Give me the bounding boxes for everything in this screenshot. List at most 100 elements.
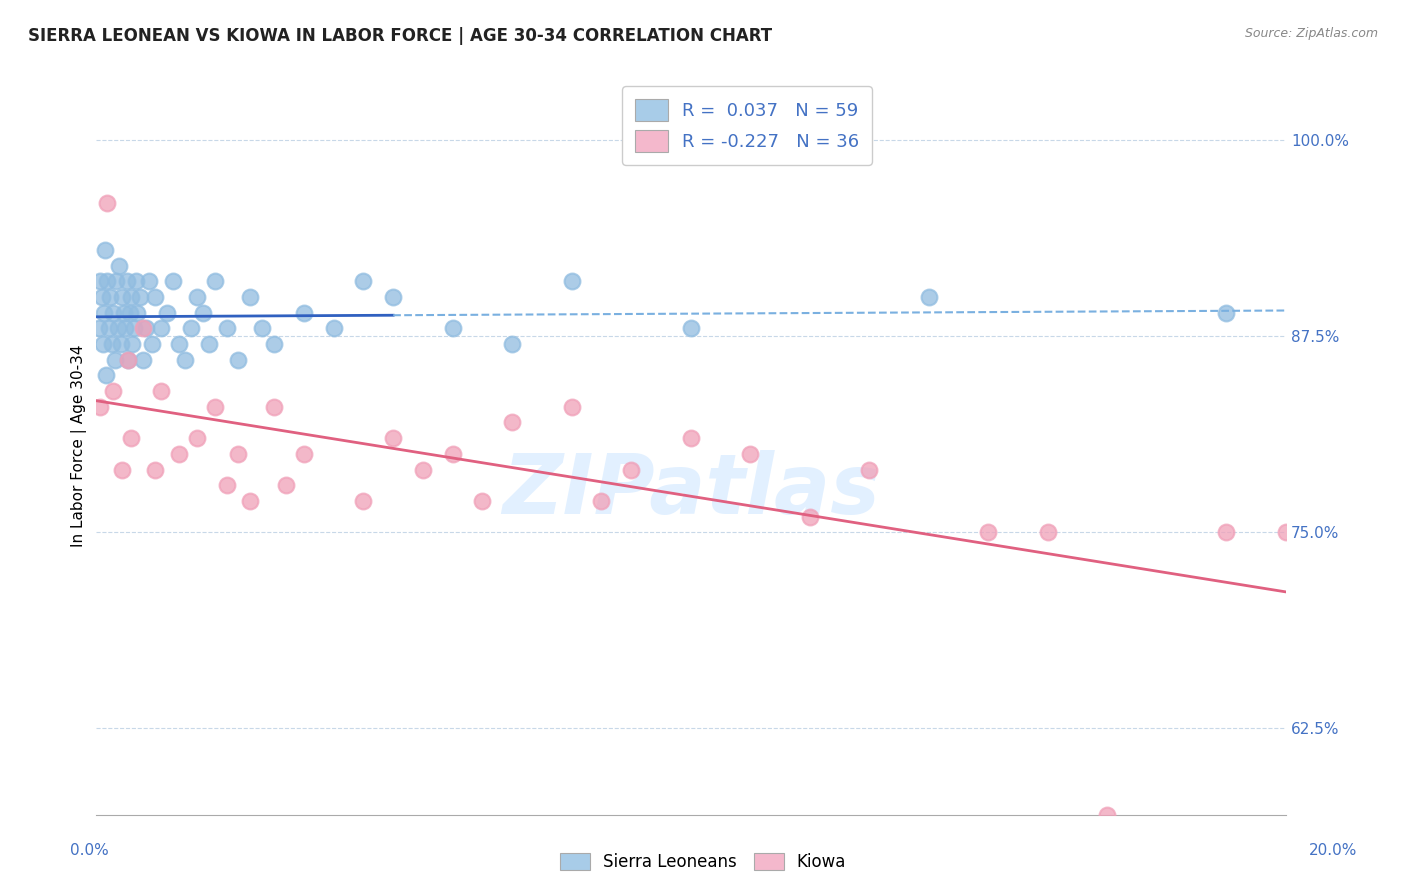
Point (322, 321, 344, 335)
Point (263, 337, 285, 351)
Point (132, 321, 155, 335)
Point (186, 290, 208, 304)
Point (129, 290, 152, 304)
Point (96, 368, 118, 383)
Point (93, 306, 115, 320)
Point (679, 431, 702, 445)
Point (141, 337, 163, 351)
Point (561, 274, 583, 288)
Point (105, 274, 128, 288)
Text: ZIPatlas: ZIPatlas (502, 450, 880, 531)
Point (89, 274, 111, 288)
Point (108, 259, 131, 273)
Point (143, 462, 166, 476)
Point (127, 306, 149, 320)
Point (228, 447, 250, 461)
Point (412, 462, 434, 476)
Point (180, 321, 202, 335)
Point (191, 306, 214, 320)
Point (1036, 525, 1059, 540)
Point (352, 494, 374, 508)
Point (799, 509, 821, 524)
Point (471, 494, 494, 508)
Point (156, 306, 179, 320)
Point (858, 462, 880, 476)
Point (239, 494, 262, 508)
Point (167, 337, 190, 351)
Point (215, 478, 238, 492)
Point (96, 195, 118, 210)
Point (186, 431, 208, 445)
Point (263, 400, 285, 414)
Point (122, 321, 145, 335)
Legend: Sierra Leoneans, Kiowa: Sierra Leoneans, Kiowa (551, 845, 855, 880)
Point (204, 400, 226, 414)
Y-axis label: In Labor Force | Age 30-34: In Labor Force | Age 30-34 (72, 344, 87, 548)
Point (173, 352, 195, 367)
Point (96, 274, 118, 288)
Point (117, 352, 139, 367)
Point (1275, 525, 1298, 540)
Point (977, 525, 1000, 540)
Point (91, 337, 114, 351)
Point (150, 321, 173, 335)
Point (501, 416, 523, 430)
Text: SIERRA LEONEAN VS KIOWA IN LABOR FORCE | AGE 30-34 CORRELATION CHART: SIERRA LEONEAN VS KIOWA IN LABOR FORCE |… (28, 27, 772, 45)
Point (87, 321, 110, 335)
Point (167, 447, 190, 461)
Point (111, 290, 134, 304)
Point (918, 290, 941, 304)
Point (112, 306, 135, 320)
Point (120, 290, 142, 304)
Point (215, 321, 238, 335)
Point (121, 337, 143, 351)
Point (143, 290, 166, 304)
Point (111, 462, 134, 476)
Point (89, 400, 111, 414)
Point (103, 306, 125, 320)
Point (1215, 306, 1237, 320)
Point (561, 400, 583, 414)
Point (135, 321, 157, 335)
Point (103, 384, 125, 398)
Point (740, 447, 762, 461)
Point (138, 274, 160, 288)
Point (239, 290, 262, 304)
Point (100, 290, 122, 304)
Point (292, 447, 315, 461)
Text: 20.0%: 20.0% (1309, 843, 1357, 858)
Point (1215, 525, 1237, 540)
Point (252, 321, 274, 335)
Point (441, 447, 464, 461)
Point (97, 321, 120, 335)
Point (125, 274, 148, 288)
Point (115, 274, 138, 288)
Point (679, 321, 702, 335)
Text: Source: ZipAtlas.com: Source: ZipAtlas.com (1244, 27, 1378, 40)
Point (197, 337, 219, 351)
Point (104, 352, 127, 367)
Point (441, 321, 464, 335)
Point (382, 290, 405, 304)
Point (204, 274, 226, 288)
Point (382, 431, 405, 445)
Point (101, 337, 124, 351)
Point (352, 274, 374, 288)
Point (120, 431, 142, 445)
Point (110, 337, 132, 351)
Point (228, 352, 250, 367)
Point (274, 478, 297, 492)
Point (292, 306, 315, 320)
Text: 0.0%: 0.0% (70, 843, 110, 858)
Point (107, 321, 129, 335)
Point (90, 290, 112, 304)
Point (162, 274, 184, 288)
Point (501, 337, 523, 351)
Point (591, 494, 613, 508)
Point (132, 352, 155, 367)
Point (620, 462, 643, 476)
Point (120, 306, 142, 320)
Point (117, 352, 139, 367)
Point (114, 321, 136, 335)
Point (1097, 807, 1119, 822)
